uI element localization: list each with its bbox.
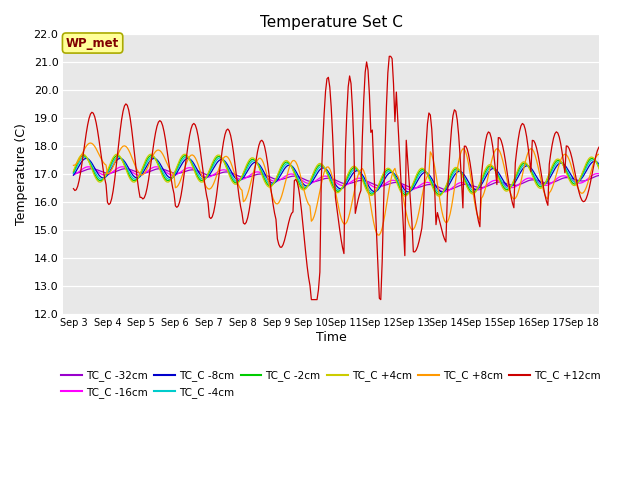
- TC_C +8cm: [540, 188, 547, 194]
- TC_C +12cm: [350, 142, 358, 148]
- TC_C -8cm: [459, 170, 467, 176]
- TC_C -16cm: [88, 165, 96, 170]
- Title: Temperature Set C: Temperature Set C: [260, 15, 403, 30]
- TC_C -4cm: [81, 154, 88, 160]
- TC_C -4cm: [540, 182, 547, 188]
- Line: TC_C -8cm: TC_C -8cm: [74, 158, 616, 192]
- TC_C +4cm: [90, 170, 97, 176]
- TC_C -2cm: [540, 182, 547, 188]
- TC_C +12cm: [105, 202, 113, 207]
- TC_C -4cm: [90, 166, 97, 171]
- TC_C +12cm: [459, 205, 467, 211]
- TC_C +8cm: [459, 146, 467, 152]
- TC_C -2cm: [403, 192, 410, 198]
- X-axis label: Time: Time: [316, 331, 346, 344]
- Line: TC_C -2cm: TC_C -2cm: [74, 156, 616, 195]
- TC_C -8cm: [70, 172, 77, 178]
- TC_C +8cm: [612, 191, 620, 196]
- TC_C -16cm: [459, 180, 467, 186]
- TC_C +8cm: [70, 163, 77, 168]
- TC_C -16cm: [611, 178, 618, 184]
- TC_C -4cm: [459, 172, 467, 178]
- TC_C +12cm: [385, 53, 393, 59]
- TC_C +8cm: [90, 142, 97, 147]
- TC_C -32cm: [106, 170, 114, 176]
- Y-axis label: Temperature (C): Temperature (C): [15, 123, 28, 225]
- TC_C -4cm: [436, 191, 444, 196]
- TC_C -2cm: [350, 165, 358, 170]
- TC_C -4cm: [106, 165, 114, 170]
- TC_C -2cm: [459, 173, 467, 179]
- TC_C -2cm: [611, 175, 618, 180]
- TC_C +8cm: [611, 190, 618, 195]
- Line: TC_C -32cm: TC_C -32cm: [74, 169, 616, 190]
- TC_C -32cm: [611, 176, 618, 181]
- TC_C +12cm: [611, 194, 618, 200]
- TC_C -32cm: [444, 187, 451, 193]
- TC_C -32cm: [70, 170, 77, 176]
- TC_C +12cm: [612, 197, 620, 203]
- TC_C -4cm: [612, 173, 620, 179]
- TC_C +4cm: [350, 163, 358, 169]
- TC_C +4cm: [435, 193, 443, 199]
- TC_C -4cm: [350, 167, 358, 172]
- TC_C -16cm: [152, 164, 159, 170]
- TC_C -4cm: [70, 171, 77, 177]
- TC_C -2cm: [88, 165, 96, 171]
- TC_C +4cm: [79, 151, 87, 157]
- TC_C +12cm: [88, 109, 96, 115]
- TC_C -32cm: [88, 166, 96, 172]
- TC_C +4cm: [106, 161, 114, 167]
- TC_C +4cm: [540, 183, 547, 189]
- TC_C +12cm: [540, 185, 547, 191]
- TC_C -8cm: [350, 169, 358, 175]
- TC_C +4cm: [459, 174, 467, 180]
- TC_C +4cm: [612, 171, 620, 177]
- TC_C -8cm: [105, 170, 113, 176]
- TC_C -16cm: [612, 178, 620, 183]
- TC_C -32cm: [350, 180, 358, 185]
- TC_C -2cm: [147, 153, 155, 158]
- TC_C -16cm: [70, 172, 77, 178]
- TC_C -16cm: [350, 177, 358, 183]
- Line: TC_C +8cm: TC_C +8cm: [74, 143, 616, 235]
- TC_C -16cm: [105, 171, 113, 177]
- TC_C -32cm: [90, 166, 97, 172]
- Text: WP_met: WP_met: [66, 36, 119, 49]
- TC_C +12cm: [308, 297, 316, 302]
- TC_C -8cm: [540, 181, 547, 187]
- TC_C +8cm: [374, 232, 382, 238]
- TC_C -4cm: [611, 176, 618, 181]
- TC_C -8cm: [116, 156, 124, 161]
- TC_C -32cm: [540, 180, 547, 185]
- TC_C +8cm: [86, 140, 94, 146]
- TC_C -8cm: [611, 177, 618, 182]
- TC_C -16cm: [441, 189, 449, 195]
- TC_C -8cm: [88, 160, 96, 166]
- TC_C -16cm: [540, 182, 547, 188]
- TC_C -2cm: [70, 169, 77, 175]
- TC_C -2cm: [105, 166, 113, 171]
- TC_C +8cm: [106, 169, 114, 175]
- Line: TC_C +4cm: TC_C +4cm: [74, 154, 616, 196]
- TC_C -32cm: [459, 181, 467, 187]
- TC_C +8cm: [350, 190, 358, 196]
- TC_C +12cm: [70, 186, 77, 192]
- TC_C -32cm: [612, 176, 620, 181]
- TC_C -8cm: [612, 175, 620, 181]
- TC_C +4cm: [611, 174, 618, 180]
- TC_C +4cm: [70, 168, 77, 174]
- TC_C -2cm: [612, 172, 620, 178]
- TC_C -8cm: [438, 189, 445, 195]
- Line: TC_C -16cm: TC_C -16cm: [74, 167, 616, 192]
- Line: TC_C -4cm: TC_C -4cm: [74, 157, 616, 193]
- Legend: TC_C -32cm, TC_C -16cm, TC_C -8cm, TC_C -4cm, TC_C -2cm, TC_C +4cm, TC_C +8cm, T: TC_C -32cm, TC_C -16cm, TC_C -8cm, TC_C …: [57, 366, 605, 402]
- Line: TC_C +12cm: TC_C +12cm: [74, 56, 616, 300]
